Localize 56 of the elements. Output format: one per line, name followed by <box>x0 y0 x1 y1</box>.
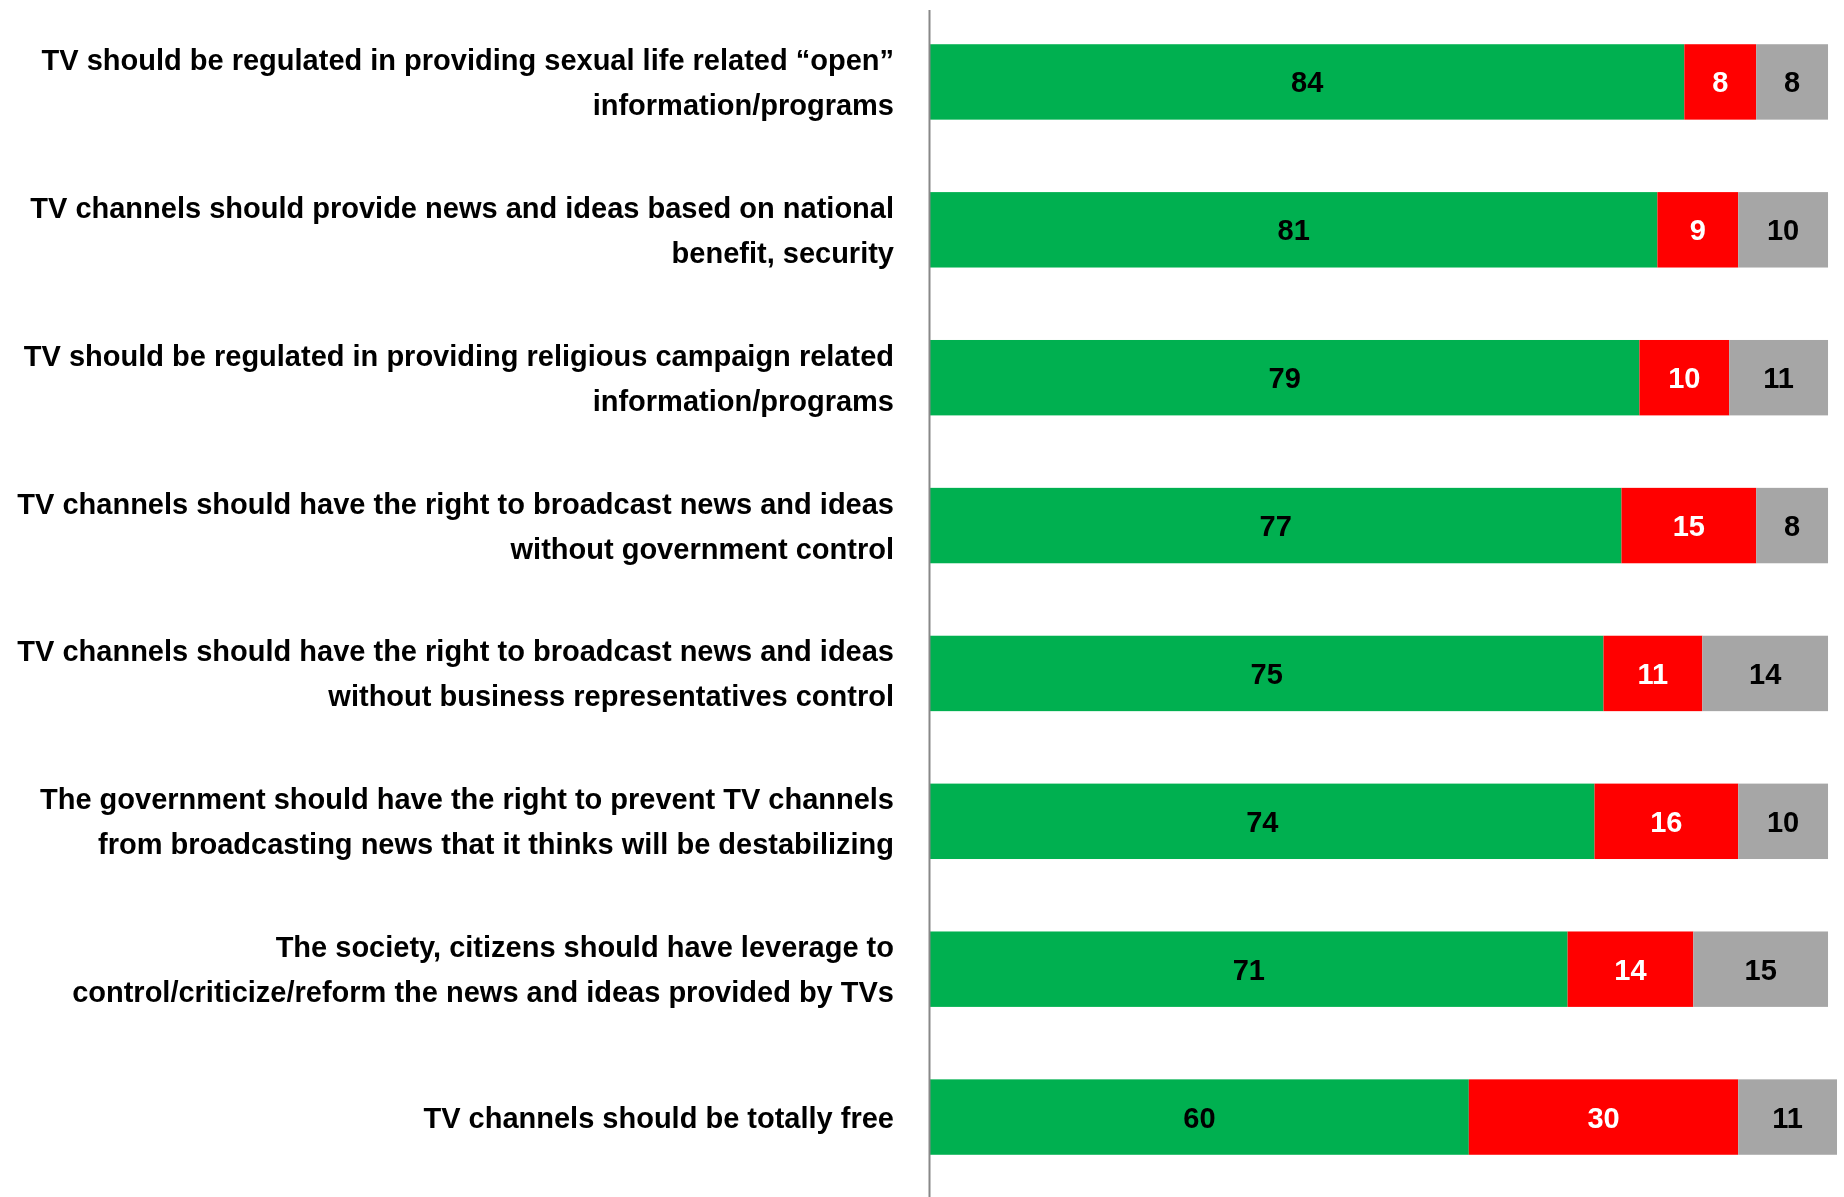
data-label: 79 <box>1268 362 1301 395</box>
y-tick-label: The government should have the right to prevent TV channels from broadcasting news that it thinks will be destabilizing <box>39 783 894 861</box>
data-label: 11 <box>1637 657 1669 690</box>
data-label: 8 <box>1784 66 1801 99</box>
data-label: 10 <box>1668 362 1701 395</box>
y-tick-label: TV should be regulated in providing religious campaign related information/programs <box>23 339 894 417</box>
bar <box>930 783 1595 860</box>
bar <box>1594 783 1739 860</box>
y-tick-label: The society, citizens should have leverage to control/criticize/reform the news and ideas provided by TVs <box>72 931 894 1009</box>
bar <box>1702 635 1829 712</box>
y-tick-label: TV should be regulated in providing sexual life related “open” information/programs <box>41 43 894 121</box>
y-tick-label: TV channels should be totally free <box>423 1101 894 1134</box>
bar <box>1567 931 1694 1007</box>
data-label: 8 <box>1712 66 1729 99</box>
bar <box>1756 487 1829 564</box>
y-tick-label: TV channels should provide news and ideas based on national benefit, security <box>30 191 894 269</box>
y-tick-label: TV channels should have the right to broadcast news and ideas without government control <box>17 487 894 565</box>
data-label: 75 <box>1250 657 1283 690</box>
data-label: 15 <box>1744 953 1777 986</box>
bar <box>1738 192 1829 268</box>
data-label: 15 <box>1672 510 1705 542</box>
bar <box>1603 635 1703 712</box>
data-label: 8 <box>1784 510 1801 542</box>
bar <box>930 635 1604 712</box>
bar <box>930 44 1685 120</box>
bar <box>1657 192 1739 268</box>
data-label: 60 <box>1183 1101 1216 1134</box>
bar <box>1729 339 1829 416</box>
bar <box>1738 783 1829 860</box>
bar <box>930 192 1658 268</box>
bar <box>1738 1079 1837 1155</box>
bar <box>930 487 1622 564</box>
data-label: 71 <box>1232 953 1265 986</box>
bar <box>1468 1079 1739 1155</box>
bar <box>1639 339 1730 416</box>
bar <box>930 339 1640 416</box>
data-label: 11 <box>1763 362 1794 395</box>
bar <box>930 931 1568 1007</box>
data-label: 10 <box>1766 214 1800 247</box>
bar <box>1756 44 1829 120</box>
y-tick-label: TV channels should have the right to broadcast news and ideas without business representatives control <box>17 635 894 713</box>
bar <box>1684 44 1757 120</box>
data-label: 74 <box>1246 805 1279 838</box>
data-label: 77 <box>1259 510 1292 542</box>
data-label: 14 <box>1749 657 1782 690</box>
bar <box>1693 931 1829 1007</box>
data-label: 9 <box>1689 214 1706 247</box>
data-label: 11 <box>1772 1101 1803 1134</box>
data-label: 30 <box>1587 1101 1620 1134</box>
data-label: 10 <box>1766 805 1800 838</box>
data-label: 16 <box>1650 805 1683 838</box>
data-label: 14 <box>1614 953 1647 986</box>
data-label: 84 <box>1291 66 1324 99</box>
bar <box>1621 487 1757 564</box>
data-label: 81 <box>1277 214 1310 247</box>
bar <box>930 1079 1469 1155</box>
